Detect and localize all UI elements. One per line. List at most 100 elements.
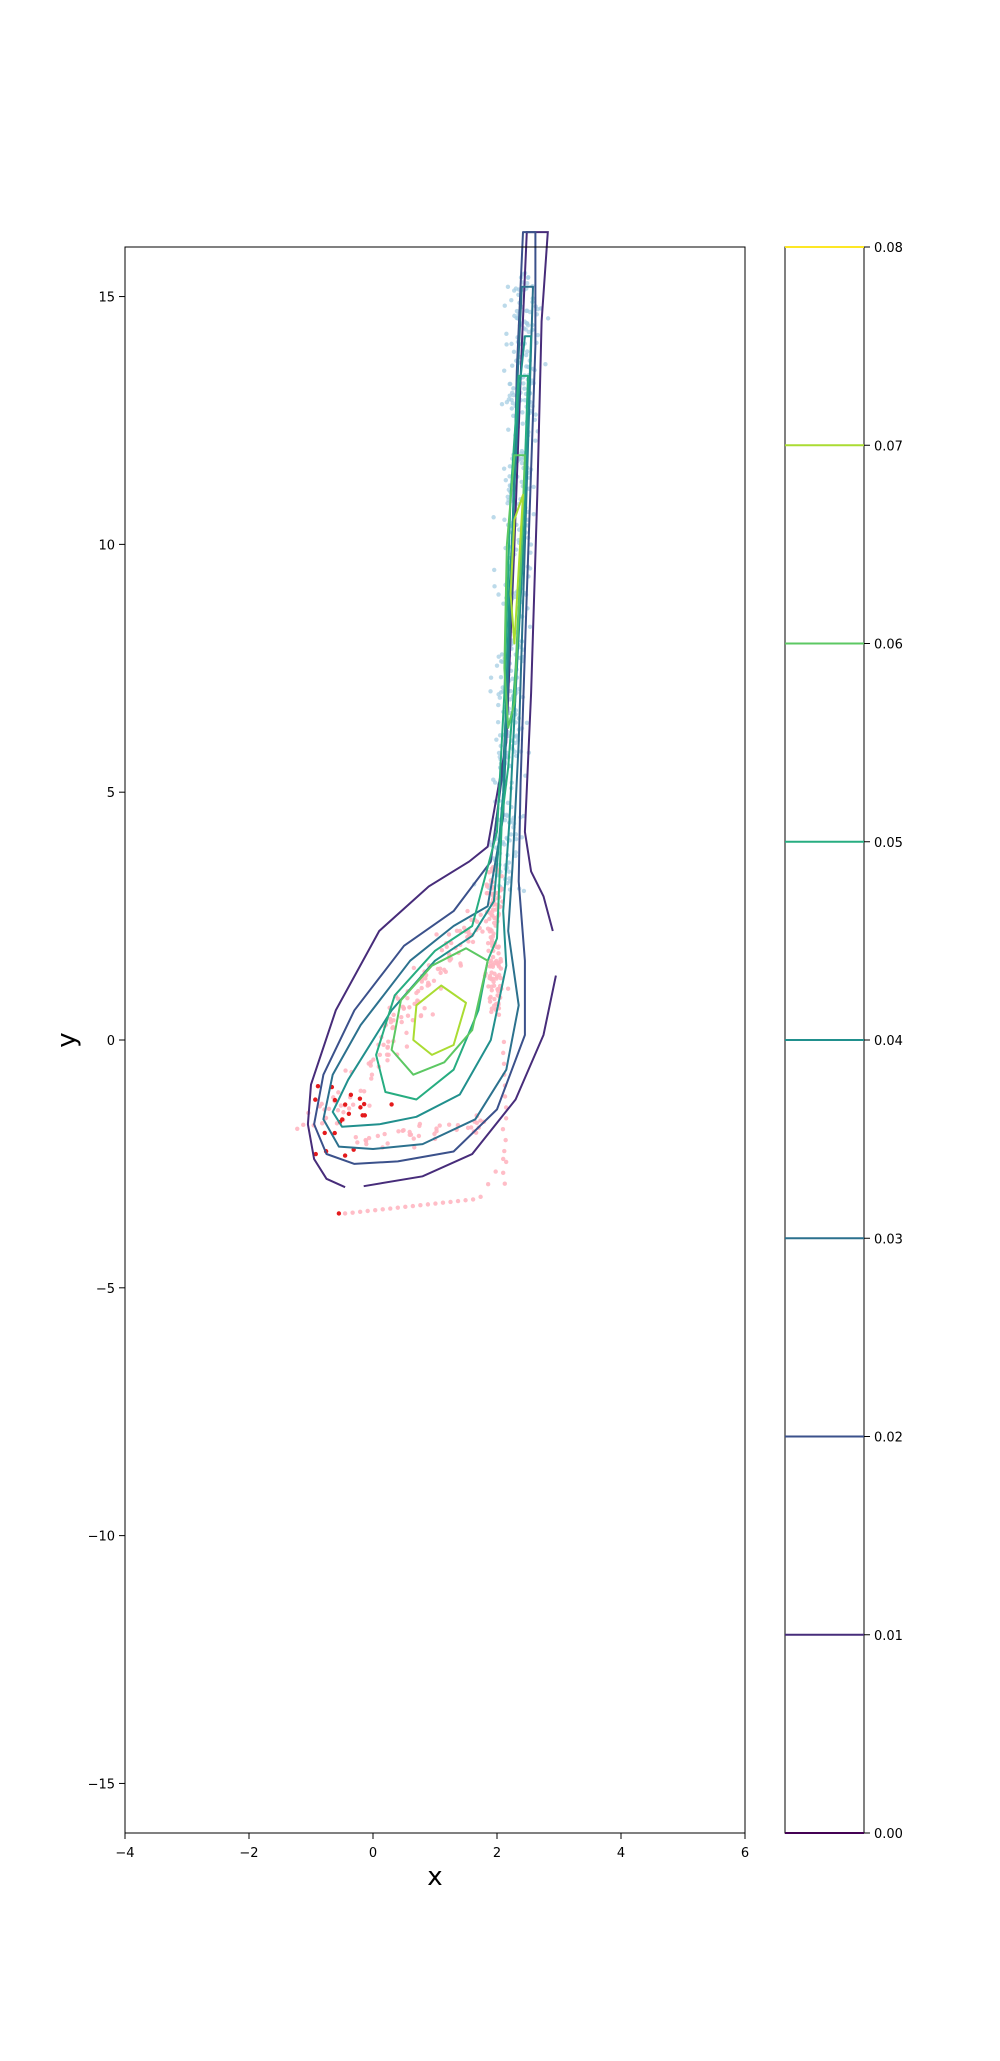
contour-line [313, 231, 537, 1165]
colorbar-tick-label: 0.02 [874, 1431, 903, 1446]
scatter-point [519, 835, 524, 840]
scatter-point [410, 1017, 416, 1023]
scatter-point [457, 928, 463, 934]
scatter-point [418, 1013, 424, 1018]
scatter-point [399, 1019, 404, 1025]
scatter-point [385, 1141, 390, 1146]
scatter-point [513, 836, 519, 842]
scatter-point [353, 1134, 359, 1140]
contour-line [412, 984, 467, 1056]
scatter-point [502, 1094, 508, 1099]
scatter-point [498, 674, 504, 680]
scatter-point [497, 695, 503, 700]
scatter-point [332, 1097, 338, 1103]
scatter-point [527, 309, 533, 315]
scatter-point [418, 1203, 423, 1208]
scatter-point [487, 996, 492, 1001]
scatter-point [533, 438, 538, 443]
scatter-point [319, 1121, 325, 1126]
scatter-point [496, 702, 501, 708]
scatter-point [525, 275, 531, 280]
scatter-point [350, 1102, 356, 1107]
scatter-point [295, 1126, 300, 1132]
x-tick-label: −4 [115, 1846, 134, 1861]
colorbar-tick-label: 0.03 [874, 1232, 903, 1247]
y-tick-label: 10 [98, 538, 115, 553]
scatter-point [528, 550, 533, 555]
scatter-point [478, 1194, 483, 1200]
colorbar-tick-label: 0.01 [874, 1629, 903, 1644]
scatter-point [535, 307, 540, 312]
colorbar-tick-label: 0.00 [874, 1827, 903, 1842]
scatter-point [485, 890, 490, 896]
scatter-point [502, 368, 507, 373]
scatter-point [489, 1009, 494, 1015]
scatter-point [503, 477, 509, 483]
contour-line [375, 374, 529, 1101]
scatter-point [401, 1127, 406, 1133]
scatter-point [500, 1050, 506, 1056]
scatter-point [488, 958, 494, 963]
scatter-point [380, 1207, 385, 1212]
scatter-point [455, 1198, 461, 1204]
scatter-point [422, 1006, 427, 1011]
scatter-point [492, 915, 497, 921]
scatter-point [501, 466, 507, 471]
y-tick-label: −10 [88, 1530, 115, 1545]
y-tick-label: −5 [96, 1282, 115, 1297]
scatter-point [338, 1103, 344, 1108]
scatter-point [510, 676, 515, 681]
scatter-point [480, 929, 485, 934]
colorbar-tick-label: 0.05 [874, 836, 903, 851]
scatter-point [417, 1121, 423, 1127]
scatter-point [495, 987, 500, 992]
scatter-point [386, 1039, 391, 1044]
y-tick-label: 15 [98, 291, 115, 306]
scatter-point [499, 652, 505, 657]
scatter-point [524, 364, 529, 369]
scatter-point [509, 297, 514, 303]
scatter-point [332, 1130, 337, 1136]
scatter-point [389, 1102, 394, 1107]
scatter-point [478, 912, 483, 917]
scatter-point [505, 501, 510, 506]
scatter-point [431, 978, 437, 983]
scatter-point [416, 1133, 422, 1139]
scatter-point [545, 316, 551, 321]
scatter-point [496, 654, 501, 659]
scatter-point [423, 976, 428, 981]
scatter-point [301, 1122, 306, 1128]
scatter-point [502, 817, 508, 823]
scatter-point [507, 464, 513, 469]
scatter-point [367, 1103, 372, 1108]
scatter-point [510, 401, 516, 406]
scatter-point [520, 421, 525, 426]
scatter-point [512, 591, 518, 596]
scatter-point [326, 1106, 332, 1112]
scatter-point [458, 963, 464, 968]
scatter-point [491, 983, 497, 988]
scatter-point [507, 381, 512, 387]
scatter-point [496, 951, 501, 956]
y-tick-label: −15 [88, 1777, 115, 1792]
scatter-point [470, 939, 476, 945]
scatter-point [355, 1140, 360, 1145]
scatter-point [503, 1137, 508, 1143]
contour-layer [306, 231, 557, 1189]
scatter-point [519, 479, 524, 485]
scatter-point [407, 1005, 412, 1010]
scatter-point [412, 1145, 417, 1150]
scatter-point [490, 954, 496, 960]
scatter-point [491, 931, 496, 936]
scatter-point [358, 1088, 363, 1094]
scatter-point [493, 1169, 498, 1174]
scatter-point [341, 1110, 346, 1115]
scatter-point [494, 737, 499, 742]
scatter-point [405, 995, 410, 1001]
scatter-point [506, 869, 512, 874]
scatter-point [500, 1127, 506, 1132]
scatter-point [526, 329, 531, 335]
scatter-point [322, 1130, 327, 1136]
scatter-point [439, 948, 445, 953]
scatter-point [323, 1115, 329, 1121]
